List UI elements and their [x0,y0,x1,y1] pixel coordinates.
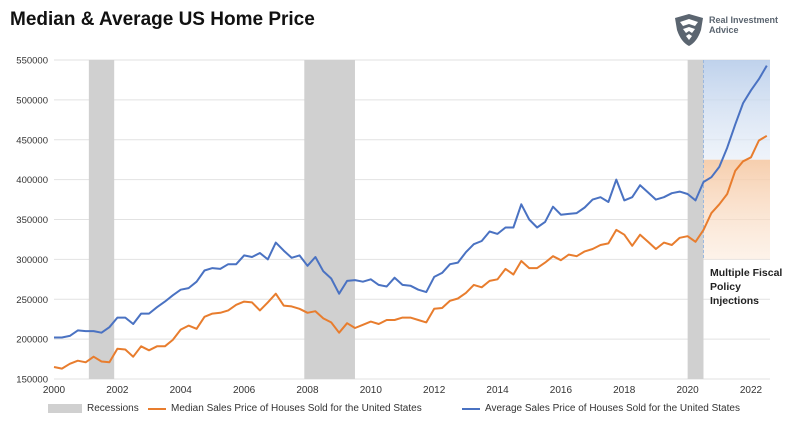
x-tick-label: 2022 [740,385,763,396]
highlight-zone-average [703,60,770,160]
y-tick-label: 400000 [16,175,48,186]
y-tick-label: 150000 [16,375,48,386]
y-tick-label: 250000 [16,295,48,306]
x-tick-label: 2018 [613,385,636,396]
plot-area: 150000 200000 250000 300000 350000 400000 4500… [16,56,770,396]
x-tick-label: 2016 [550,385,573,396]
recession-band [687,60,704,379]
legend-item: Median Sales Price of Houses Sold for th… [148,403,422,414]
median-price-line [53,134,768,370]
x-tick-label: 2014 [486,385,509,396]
y-tick-label: 500000 [16,95,48,106]
legend-line-swatch [462,407,480,410]
x-tick-label: 2008 [296,385,319,396]
annotation-fiscal-policy: Multiple Fiscal Policy Injections [710,267,783,307]
y-tick-label: 450000 [16,135,48,146]
x-tick-label: 2006 [233,385,256,396]
recession-band [304,60,355,379]
legend-label: Recessions [87,403,139,414]
x-tick-label: 2000 [43,385,66,396]
legend: Recessions Median Sales Price of Houses S… [0,403,793,423]
y-tick-label: 200000 [16,335,48,346]
y-tick-label: 350000 [16,215,48,226]
x-tick-label: 2010 [360,385,383,396]
average-price-line [54,65,768,339]
x-tick-label: 2002 [106,385,129,396]
x-tick-label: 2012 [423,385,446,396]
y-tick-label: 550000 [16,56,48,67]
brand-logo: Real Investment Advice [673,12,783,52]
y-tick-label: 300000 [16,255,48,266]
x-tick-label: 2004 [170,385,193,396]
eagle-icon [675,14,703,46]
legend-item: Average Sales Price of Houses Sold for t… [462,403,740,414]
legend-label: Average Sales Price of Houses Sold for t… [485,403,740,414]
legend-label: Median Sales Price of Houses Sold for th… [171,403,422,414]
legend-box-swatch [48,404,82,413]
chart-title: Median & Average US Home Price [10,9,315,30]
legend-item: Recessions [48,403,139,414]
brand-name: Real Investment Advice [709,15,779,35]
legend-line-swatch [148,407,166,410]
x-tick-label: 2020 [677,385,700,396]
